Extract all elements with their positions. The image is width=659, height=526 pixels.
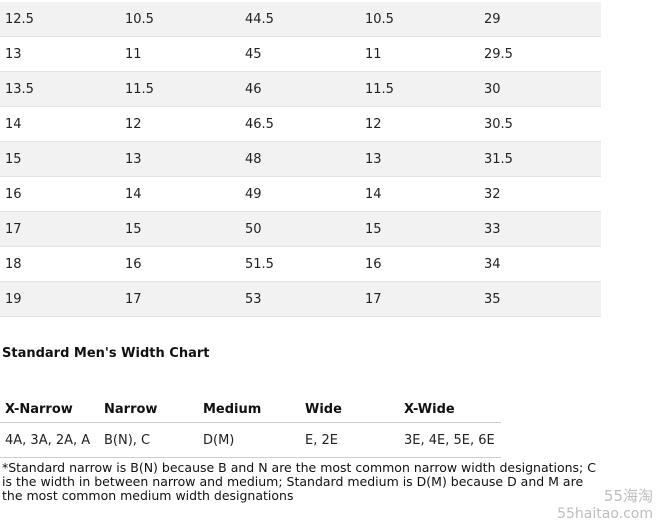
- size-cell: 11.5: [120, 71, 240, 107]
- size-cell: 33: [479, 211, 601, 247]
- size-cell: 17: [0, 211, 120, 247]
- size-cell: 15: [360, 211, 479, 247]
- size-cell: 30: [479, 71, 601, 107]
- size-table-row: 12.5 10.5 44.5 10.5 29: [0, 2, 601, 37]
- width-header-row: X-Narrow Narrow Medium Wide X-Wide: [0, 396, 501, 423]
- size-cell: 17: [360, 281, 479, 317]
- size-cell: 44.5: [240, 2, 360, 37]
- size-conversion-table: 12.5 10.5 44.5 10.5 29 13 11 45 11 29.5 13.5 11.5 46…: [0, 2, 601, 317]
- size-cell: 12: [360, 106, 479, 142]
- size-cell: 18: [0, 246, 120, 282]
- size-cell: 11: [360, 36, 479, 72]
- header-narrow: Narrow: [99, 396, 198, 423]
- watermark-logo-text: 55海淘: [603, 487, 653, 505]
- size-cell: 13.5: [0, 71, 120, 107]
- size-cell: 19: [0, 281, 120, 317]
- size-table-row: 18 16 51.5 16 34: [0, 246, 601, 282]
- size-cell: 48: [240, 141, 360, 177]
- size-cell: 15: [120, 211, 240, 247]
- header-x-narrow: X-Narrow: [0, 396, 99, 423]
- size-cell: 16: [360, 246, 479, 282]
- width-footnote: *Standard narrow is B(N) because B and N…: [2, 460, 596, 503]
- size-table-row: 13.5 11.5 46 11.5 30: [0, 71, 601, 107]
- header-x-wide: X-Wide: [399, 396, 501, 423]
- value-wide: E, 2E: [300, 422, 399, 458]
- size-cell: 12.5: [0, 2, 120, 37]
- size-cell: 12: [120, 106, 240, 142]
- size-cell: 29: [479, 2, 601, 37]
- value-x-wide: 3E, 4E, 5E, 6E: [399, 422, 501, 458]
- size-cell: 31.5: [479, 141, 601, 177]
- value-x-narrow: 4A, 3A, 2A, A: [0, 422, 99, 458]
- size-cell: 14: [360, 176, 479, 212]
- width-value-row: 4A, 3A, 2A, A B(N), C D(M) E, 2E 3E, 4E,…: [0, 422, 501, 458]
- size-cell: 51.5: [240, 246, 360, 282]
- size-cell: 29.5: [479, 36, 601, 72]
- size-cell: 13: [0, 36, 120, 72]
- size-table-row: 19 17 53 17 35: [0, 281, 601, 317]
- width-chart-heading: Standard Men's Width Chart: [2, 346, 210, 361]
- size-table-row: 15 13 48 13 31.5: [0, 141, 601, 177]
- header-wide: Wide: [300, 396, 399, 423]
- site-watermark: 55海淘 55haitao.com: [557, 485, 653, 522]
- watermark-domain: 55haitao.com: [557, 506, 653, 522]
- size-cell: 45: [240, 36, 360, 72]
- size-cell: 16: [120, 246, 240, 282]
- width-chart-table: X-Narrow Narrow Medium Wide X-Wide 4A, 3…: [0, 396, 501, 458]
- size-cell: 16: [0, 176, 120, 212]
- size-table-row: 14 12 46.5 12 30.5: [0, 106, 601, 142]
- size-cell: 46.5: [240, 106, 360, 142]
- size-cell: 49: [240, 176, 360, 212]
- size-cell: 32: [479, 176, 601, 212]
- size-cell: 34: [479, 246, 601, 282]
- size-cell: 17: [120, 281, 240, 317]
- size-cell: 46: [240, 71, 360, 107]
- size-cell: 13: [360, 141, 479, 177]
- header-medium: Medium: [198, 396, 300, 423]
- size-cell: 11.5: [360, 71, 479, 107]
- size-cell: 14: [0, 106, 120, 142]
- size-cell: 53: [240, 281, 360, 317]
- value-medium: D(M): [198, 422, 300, 458]
- size-cell: 35: [479, 281, 601, 317]
- size-table-row: 17 15 50 15 33: [0, 211, 601, 247]
- size-cell: 13: [120, 141, 240, 177]
- size-cell: 15: [0, 141, 120, 177]
- value-narrow: B(N), C: [99, 422, 198, 458]
- size-table-body: 12.5 10.5 44.5 10.5 29 13 11 45 11 29.5 13.5 11.5 46…: [0, 2, 601, 317]
- size-table-row: 16 14 49 14 32: [0, 176, 601, 212]
- size-cell: 50: [240, 211, 360, 247]
- size-cell: 10.5: [360, 2, 479, 37]
- size-table-row: 13 11 45 11 29.5: [0, 36, 601, 72]
- size-cell: 14: [120, 176, 240, 212]
- size-cell: 10.5: [120, 2, 240, 37]
- size-cell: 30.5: [479, 106, 601, 142]
- size-cell: 11: [120, 36, 240, 72]
